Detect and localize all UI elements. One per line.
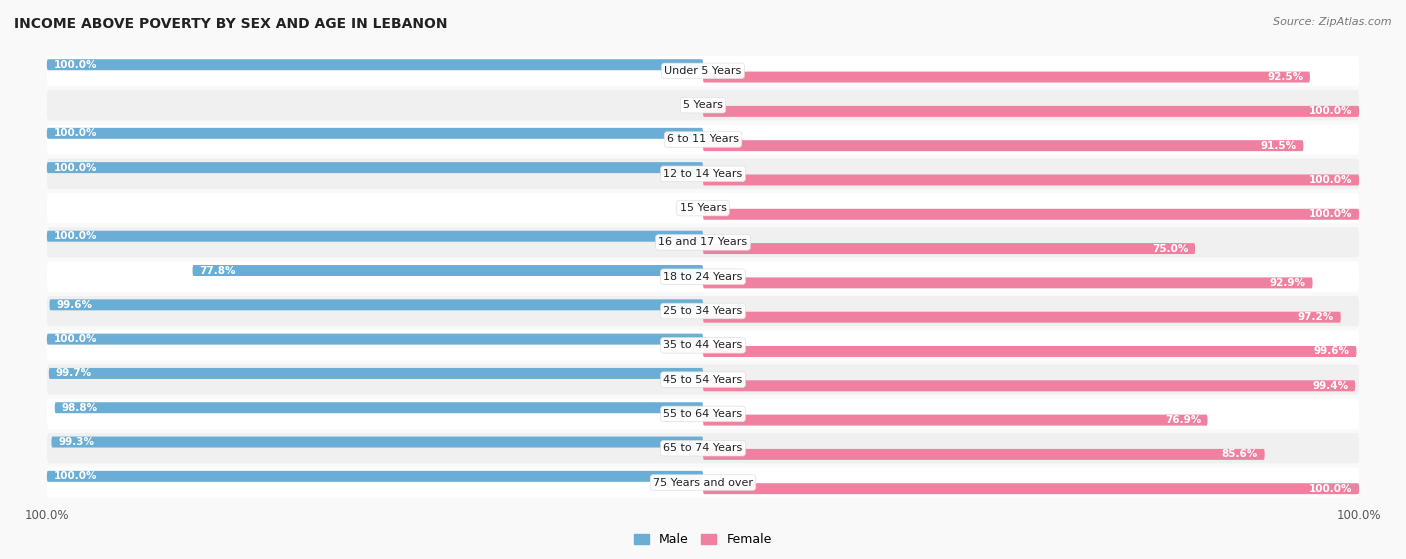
FancyBboxPatch shape	[703, 140, 1303, 151]
Text: 98.8%: 98.8%	[62, 402, 97, 413]
Text: 99.3%: 99.3%	[58, 437, 94, 447]
FancyBboxPatch shape	[49, 368, 703, 379]
FancyBboxPatch shape	[46, 193, 1360, 223]
Text: 99.6%: 99.6%	[1315, 347, 1350, 357]
Text: 100.0%: 100.0%	[53, 231, 97, 241]
Text: 100.0%: 100.0%	[1309, 175, 1353, 185]
Text: 12 to 14 Years: 12 to 14 Years	[664, 169, 742, 179]
Text: INCOME ABOVE POVERTY BY SEX AND AGE IN LEBANON: INCOME ABOVE POVERTY BY SEX AND AGE IN L…	[14, 17, 447, 31]
Text: 15 Years: 15 Years	[679, 203, 727, 213]
FancyBboxPatch shape	[703, 312, 1341, 323]
Text: 92.5%: 92.5%	[1267, 72, 1303, 82]
FancyBboxPatch shape	[46, 128, 703, 139]
FancyBboxPatch shape	[46, 90, 1360, 120]
FancyBboxPatch shape	[703, 72, 1310, 83]
FancyBboxPatch shape	[46, 467, 1360, 498]
FancyBboxPatch shape	[703, 209, 1360, 220]
FancyBboxPatch shape	[46, 59, 703, 70]
FancyBboxPatch shape	[703, 449, 1264, 460]
FancyBboxPatch shape	[46, 228, 1360, 258]
FancyBboxPatch shape	[46, 125, 1360, 155]
FancyBboxPatch shape	[46, 262, 1360, 292]
FancyBboxPatch shape	[703, 277, 1313, 288]
FancyBboxPatch shape	[46, 433, 1360, 463]
Text: 92.9%: 92.9%	[1270, 278, 1306, 288]
FancyBboxPatch shape	[46, 296, 1360, 326]
Text: 75 Years and over: 75 Years and over	[652, 477, 754, 487]
FancyBboxPatch shape	[46, 231, 703, 241]
FancyBboxPatch shape	[46, 334, 703, 344]
Text: 99.6%: 99.6%	[56, 300, 91, 310]
FancyBboxPatch shape	[46, 364, 1360, 395]
FancyBboxPatch shape	[193, 265, 703, 276]
FancyBboxPatch shape	[703, 174, 1360, 186]
FancyBboxPatch shape	[46, 162, 703, 173]
Legend: Male, Female: Male, Female	[630, 528, 776, 551]
FancyBboxPatch shape	[46, 159, 1360, 189]
Text: 100.0%: 100.0%	[53, 60, 97, 70]
FancyBboxPatch shape	[703, 106, 1360, 117]
FancyBboxPatch shape	[703, 415, 1208, 425]
Text: Source: ZipAtlas.com: Source: ZipAtlas.com	[1274, 17, 1392, 27]
FancyBboxPatch shape	[55, 402, 703, 413]
Text: 99.4%: 99.4%	[1313, 381, 1348, 391]
Text: 6 to 11 Years: 6 to 11 Years	[666, 135, 740, 144]
Text: 85.6%: 85.6%	[1222, 449, 1258, 459]
Text: 100.0%: 100.0%	[53, 334, 97, 344]
FancyBboxPatch shape	[703, 243, 1195, 254]
FancyBboxPatch shape	[703, 483, 1360, 494]
Text: 25 to 34 Years: 25 to 34 Years	[664, 306, 742, 316]
Text: 97.2%: 97.2%	[1298, 312, 1334, 322]
Text: 100.0%: 100.0%	[1309, 209, 1353, 219]
FancyBboxPatch shape	[49, 300, 703, 310]
Text: 76.9%: 76.9%	[1164, 415, 1201, 425]
Text: Under 5 Years: Under 5 Years	[665, 66, 741, 76]
FancyBboxPatch shape	[46, 471, 703, 482]
Text: 16 and 17 Years: 16 and 17 Years	[658, 238, 748, 248]
Text: 99.7%: 99.7%	[55, 368, 91, 378]
FancyBboxPatch shape	[46, 56, 1360, 86]
Text: 65 to 74 Years: 65 to 74 Years	[664, 443, 742, 453]
Text: 100.0%: 100.0%	[1309, 484, 1353, 494]
Text: 55 to 64 Years: 55 to 64 Years	[664, 409, 742, 419]
Text: 18 to 24 Years: 18 to 24 Years	[664, 272, 742, 282]
Text: 91.5%: 91.5%	[1261, 141, 1296, 151]
FancyBboxPatch shape	[46, 330, 1360, 361]
Text: 35 to 44 Years: 35 to 44 Years	[664, 340, 742, 350]
Text: 45 to 54 Years: 45 to 54 Years	[664, 375, 742, 385]
FancyBboxPatch shape	[46, 399, 1360, 429]
FancyBboxPatch shape	[703, 346, 1357, 357]
Text: 5 Years: 5 Years	[683, 100, 723, 110]
Text: 75.0%: 75.0%	[1152, 244, 1188, 254]
Text: 77.8%: 77.8%	[200, 266, 236, 276]
FancyBboxPatch shape	[52, 437, 703, 448]
FancyBboxPatch shape	[703, 380, 1355, 391]
Text: 100.0%: 100.0%	[53, 471, 97, 481]
Text: 100.0%: 100.0%	[1309, 106, 1353, 116]
Text: 100.0%: 100.0%	[53, 163, 97, 173]
Text: 100.0%: 100.0%	[53, 129, 97, 138]
